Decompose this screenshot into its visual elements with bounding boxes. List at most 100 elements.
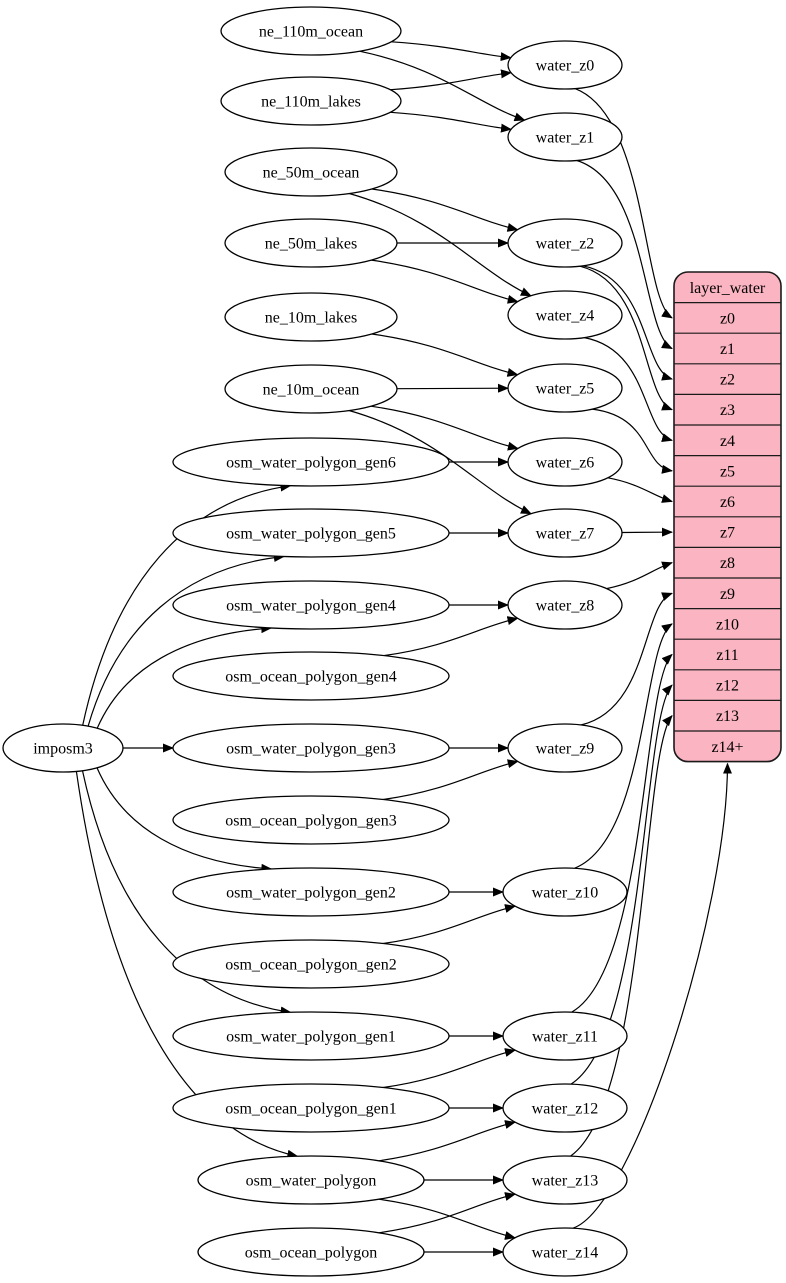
edge-ne_10m_ocean-to-water_z5: [396, 383, 509, 393]
edge-ne_110m_ocean-to-water_z1: [359, 50, 526, 122]
edge-imposm3-to-osm_water_polygon_gen5: [87, 553, 285, 727]
edge-water_z10-to-z10: [574, 623, 673, 869]
node-osm_water_polygon_gen1: osm_water_polygon_gen1: [172, 1011, 450, 1061]
node-ne_110m_ocean: ne_110m_ocean: [220, 6, 402, 56]
record-row-z0: z0: [720, 310, 735, 327]
edge-osm_ocean_polygon-to-water_z13: [378, 1192, 516, 1234]
node-ne_50m_ocean: ne_50m_ocean: [224, 147, 398, 197]
node-ellipse: [502, 1011, 628, 1061]
node-label: water_z4: [536, 308, 595, 325]
node-water_z13: water_z13: [502, 1155, 628, 1205]
node-label: osm_water_polygon_gen1: [226, 1029, 396, 1046]
edge-water_z8-to-z8: [606, 561, 673, 590]
edge-ne_110m_lakes-to-water_z0: [390, 69, 512, 91]
node-ellipse: [172, 723, 450, 773]
node-osm_ocean_polygon_gen4: osm_ocean_polygon_gen4: [172, 651, 450, 701]
node-water_z1: water_z1: [507, 112, 623, 162]
edge-water_z6-to-z6: [607, 477, 673, 503]
edge-osm_ocean_polygon_gen1-to-water_z11: [383, 1048, 516, 1089]
node-ellipse: [197, 1227, 425, 1277]
node-ne_50m_lakes: ne_50m_lakes: [224, 218, 398, 268]
node-label: water_z10: [532, 885, 599, 902]
edge-ne_10m_lakes-to-water_z5: [371, 333, 519, 377]
node-water_z6: water_z6: [507, 437, 623, 487]
node-water_z14: water_z14: [502, 1227, 628, 1277]
edge-osm_ocean_polygon_gen2-to-water_z10: [383, 904, 516, 945]
node-water_z8: water_z8: [507, 580, 623, 630]
record-row-z9: z9: [720, 586, 735, 603]
edge-osm_water_polygon-to-water_z12: [378, 1120, 516, 1162]
node-label: water_z13: [532, 1173, 599, 1190]
node-ellipse: [507, 723, 623, 773]
node-label: water_z8: [536, 598, 595, 615]
node-ellipse: [224, 364, 398, 414]
node-water_z5: water_z5: [507, 363, 623, 413]
node-ellipse: [507, 40, 623, 90]
node-label: osm_water_polygon_gen5: [226, 526, 396, 543]
node-label: osm_ocean_polygon_gen3: [225, 813, 397, 830]
edge-water_z2-to-z3: [579, 265, 673, 411]
node-osm_ocean_polygon_gen2: osm_ocean_polygon_gen2: [172, 939, 450, 989]
node-label: ne_110m_lakes: [261, 94, 361, 111]
edge-ne_110m_lakes-to-water_z1: [390, 111, 512, 133]
record-layer_water: layer_water z0 z1 z2 z3 z4 z5 z6 z7 z8 z9 z10 z11 z12…: [673, 271, 782, 763]
node-ellipse: [224, 147, 398, 197]
record-row-z11: z11: [716, 647, 739, 664]
node-ellipse: [197, 1155, 425, 1205]
record-row-z13: z13: [716, 708, 739, 725]
edge-ne_110m_ocean-to-water_z0: [391, 41, 512, 62]
node-imposm3: imposm3: [2, 723, 124, 773]
node-ellipse: [507, 437, 623, 487]
node-ne_10m_lakes: ne_10m_lakes: [224, 292, 398, 342]
node-ellipse: [172, 795, 450, 845]
node-ellipse: [507, 218, 623, 268]
node-osm_ocean_polygon_gen3: osm_ocean_polygon_gen3: [172, 795, 450, 845]
node-label: osm_water_polygon: [246, 1173, 377, 1190]
node-label: ne_110m_ocean: [259, 24, 363, 41]
node-label: water_z5: [536, 381, 595, 398]
edge-imposm3-to-osm_water_polygon: [75, 771, 299, 1159]
node-label: osm_water_polygon_gen6: [226, 455, 396, 472]
node-label: imposm3: [33, 741, 93, 758]
node-label: ne_10m_lakes: [265, 310, 357, 327]
node-water_z11: water_z11: [502, 1011, 628, 1061]
record-row-z10: z10: [716, 616, 739, 633]
edge-ne_50m_lakes-to-water_z4: [371, 259, 519, 304]
node-label: water_z12: [532, 1101, 599, 1118]
record-row-z6: z6: [720, 494, 735, 511]
node-osm_water_polygon_gen3: osm_water_polygon_gen3: [172, 723, 450, 773]
edge-imposm3-to-osm_water_polygon_gen6: [82, 482, 292, 726]
node-water_z2: water_z2: [507, 218, 623, 268]
edge-ne_10m_ocean-to-water_z6: [370, 405, 519, 451]
node-ellipse: [224, 292, 398, 342]
record-row-z2: z2: [720, 372, 735, 389]
node-ellipse: [172, 939, 450, 989]
node-water_z7: water_z7: [507, 508, 623, 558]
nodes-layer: ne_110m_ocean ne_110m_lakes ne_50m_oceanne…: [2, 6, 782, 1277]
node-osm_water_polygon_gen6: osm_water_polygon_gen6: [172, 437, 450, 487]
node-label: osm_water_polygon_gen4: [226, 598, 396, 615]
record-row-z4: z4: [720, 433, 735, 450]
edge-osm_ocean_polygon_gen3-to-water_z9: [383, 759, 519, 801]
node-label: osm_water_polygon_gen2: [226, 885, 396, 902]
record-row-z5: z5: [720, 463, 735, 480]
node-osm_water_polygon_gen2: osm_water_polygon_gen2: [172, 867, 450, 917]
record-row-z7: z7: [720, 525, 735, 542]
node-label: water_z6: [536, 455, 595, 472]
node-water_z9: water_z9: [507, 723, 623, 773]
edge-water_z11-to-z11: [571, 653, 673, 1013]
node-ellipse: [220, 6, 402, 56]
edge-water_z2-to-z2: [582, 265, 673, 381]
edge-water_z4-to-z4: [584, 337, 673, 442]
node-ellipse: [220, 76, 402, 126]
node-label: water_z7: [536, 526, 595, 543]
node-ellipse: [502, 1155, 628, 1205]
node-label: ne_50m_ocean: [263, 165, 360, 182]
node-label: ne_10m_ocean: [263, 382, 360, 399]
record-title: layer_water: [690, 280, 766, 297]
node-label: water_z14: [532, 1245, 599, 1262]
node-ellipse: [172, 437, 450, 487]
node-ellipse: [172, 867, 450, 917]
edge-water_z0-to-z0: [574, 88, 673, 319]
